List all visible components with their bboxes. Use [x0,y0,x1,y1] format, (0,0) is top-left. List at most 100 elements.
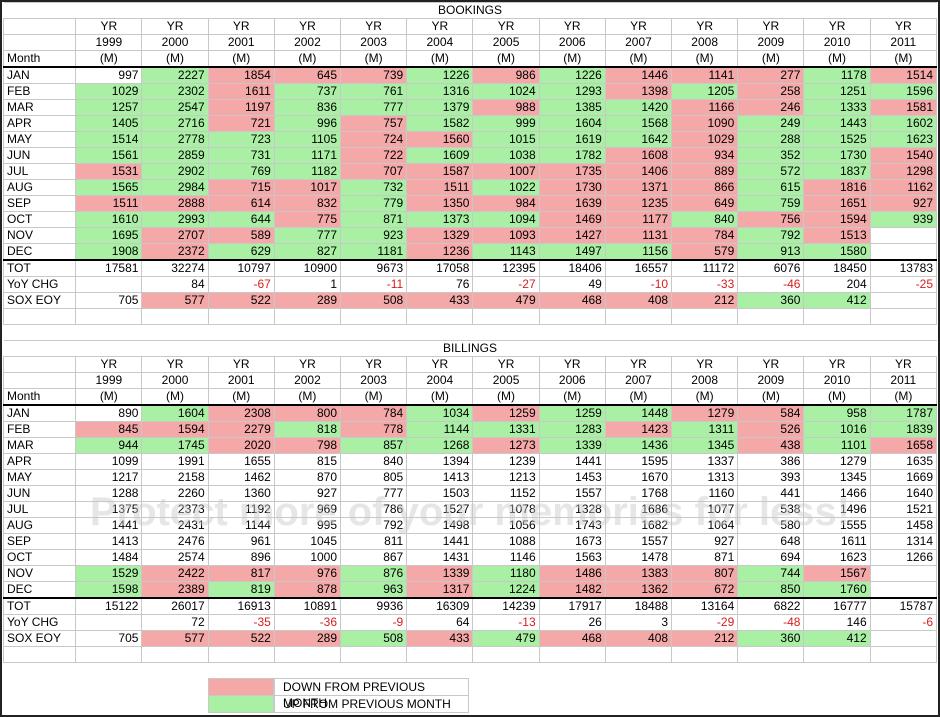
data-cell: 672 [671,581,739,599]
data-cell: 969 [273,501,342,518]
column-header: YR [340,356,408,373]
sox-cell: 522 [207,630,275,647]
column-header [2,34,77,51]
data-cell: 1094 [472,211,540,228]
data-cell: 944 [75,437,143,454]
table-row: JUN 1288 2260 1360 927 777 1503 1152 1557 1768 116… [2,485,938,502]
data-cell: 1610 [75,211,143,228]
sox-cell: 212 [671,292,739,309]
column-header: 2003 [340,372,408,389]
data-cell: 878 [273,581,342,599]
data-cell: 996 [273,115,342,132]
data-cell: 986 [472,66,540,84]
table-row: SEP 1413 2476 961 1045 811 1441 1088 1673 1557 927… [2,533,938,550]
legend-down-label: DOWN FROM PREVIOUS MONTH [274,677,469,710]
data-cell: 2547 [141,99,209,116]
column-header: YR [75,18,143,35]
data-cell: 786 [340,501,408,518]
legend-down-swatch [208,677,274,696]
data-cell: 744 [737,565,805,582]
sox-cell: 212 [671,630,739,647]
data-cell: 777 [340,99,408,116]
data-cell: 1565 [75,179,143,196]
data-cell: 1329 [406,227,474,244]
data-cell: 629 [207,243,275,261]
data-cell: 870 [273,469,342,486]
data-cell: 1288 [75,485,143,502]
data-cell: 1279 [803,453,871,470]
month-label: MAY [2,131,77,148]
column-header: 2010 [803,372,871,389]
empty-cell [472,646,540,663]
table-row: NOV 1695 2707 589 777 923 1329 1093 1427 1131 784 7… [2,227,938,244]
data-cell: 1413 [75,533,143,550]
column-header: (M) [472,388,540,406]
column-header: 2011 [869,34,938,51]
data-cell: 724 [340,131,408,148]
data-cell: 1635 [869,453,938,470]
column-header: YR [538,18,606,35]
yoy-cell: 49 [538,276,606,293]
column-header: 2005 [472,372,540,389]
total-cell: 17917 [538,597,606,615]
data-cell: 1266 [869,549,938,566]
column-header: 2001 [207,34,275,51]
data-cell: 589 [207,227,275,244]
data-cell: 1655 [207,453,275,470]
data-cell: 1156 [604,243,673,261]
column-header: (M) [869,388,938,406]
sox-label: SOX EOY [2,630,77,647]
data-cell: 1217 [75,469,143,486]
total-cell: 16777 [803,597,871,615]
column-header [2,356,77,373]
yoy-cell: -25 [869,276,938,293]
total-label: TOT [2,259,77,277]
data-cell: 1339 [406,565,474,582]
data-cell: 1458 [869,517,938,534]
data-cell: 2778 [141,131,209,148]
data-cell: 1350 [406,195,474,212]
data-cell: 1686 [604,501,673,518]
data-cell: 1604 [538,115,606,132]
yoy-cell: -27 [472,276,540,293]
sox-cell: 705 [75,630,143,647]
column-header: (M) [737,50,805,68]
table-row: DEC 1598 2389 819 878 963 1317 1224 1482 1362 672 8… [2,581,938,599]
data-cell: 722 [340,147,408,164]
data-cell: 386 [737,453,805,470]
data-cell: 1279 [671,404,739,422]
data-cell: 1642 [604,131,673,148]
data-cell: 800 [273,404,342,422]
column-header: YR [737,356,805,373]
data-cell: 817 [207,565,275,582]
bookings-table: BOOKINGS YR YR YR YR YR YR YR YR YR YR YR YR YR 1999 20… [2,2,938,325]
data-cell: 1345 [671,437,739,454]
data-cell: 1197 [207,99,275,116]
data-cell: 1598 [75,581,143,599]
data-cell: 1484 [75,549,143,566]
data-cell: 1611 [803,533,871,550]
legend-up-swatch [208,694,274,713]
empty-cell [604,646,673,663]
table-row: JUL 1375 2373 1192 969 786 1527 1078 1328 1686 107… [2,501,938,518]
total-cell: 15787 [869,597,938,615]
data-cell: 927 [869,195,938,212]
data-cell: 1462 [207,469,275,486]
data-cell: 1144 [406,421,474,438]
data-cell: 1375 [75,501,143,518]
data-cell: 246 [737,99,805,116]
data-cell: 913 [737,243,805,261]
sox-cell [869,292,938,309]
empty-cell [737,308,805,325]
sox-cell: 412 [803,630,871,647]
data-cell: 827 [273,243,342,261]
column-header: 2005 [472,34,540,51]
column-header: YR [75,356,143,373]
column-header: (M) [406,50,474,68]
column-header [2,372,77,389]
empty-cell [803,308,871,325]
data-cell: 1623 [803,549,871,566]
yoy-cell: -9 [340,614,408,631]
column-header: YR [141,356,209,373]
data-cell: 1991 [141,453,209,470]
